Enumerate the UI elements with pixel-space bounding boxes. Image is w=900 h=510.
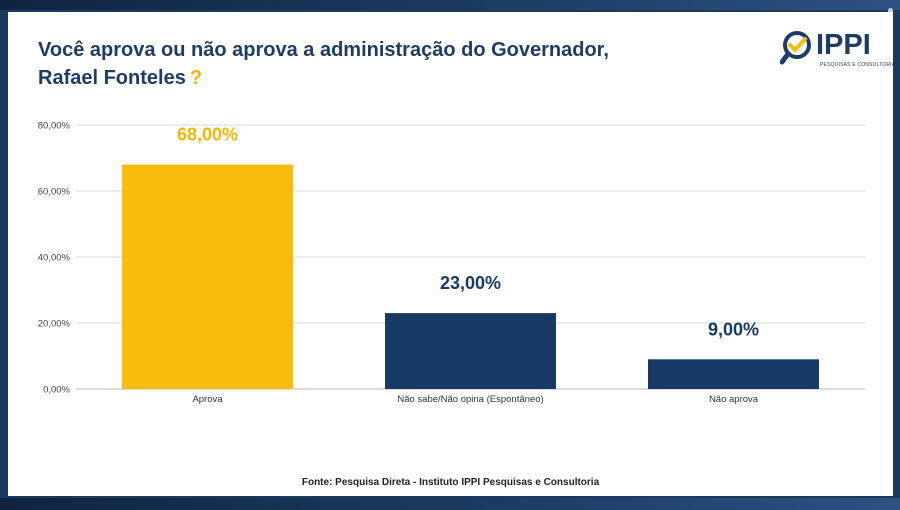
slide: Você aprova ou não aprova a administraçã… bbox=[8, 12, 896, 496]
title-line-2: Rafael Fonteles bbox=[38, 67, 186, 89]
title-line-1: Você aprova ou não aprova a administraçã… bbox=[38, 39, 609, 61]
x-axis-category-labels: Aprova Não sabe/Não opina (Espontâneo) Não… bbox=[192, 394, 758, 405]
y-tick-label: 0,00% bbox=[43, 385, 70, 396]
source-note: Fonte: Pesquisa Direta - Instituto IPPI … bbox=[301, 477, 600, 488]
logo-subtitle: PESQUISAS E CONSULTORIA bbox=[820, 62, 896, 68]
y-tick-label: 60,00% bbox=[38, 187, 71, 198]
logo-wordmark: IPPI bbox=[816, 29, 871, 61]
y-tick-label: 20,00% bbox=[38, 319, 71, 330]
bar-chart: 0,00% 20,00% 40,00% 60,00% 80,00% 68,00% 23,0… bbox=[38, 121, 865, 405]
data-label: 9,00% bbox=[708, 319, 759, 339]
data-label: 68,00% bbox=[177, 125, 238, 145]
data-label: 23,00% bbox=[440, 273, 501, 293]
bottom-border bbox=[0, 498, 900, 510]
x-category-label: Não aprova bbox=[709, 394, 759, 405]
y-tick-label: 80,00% bbox=[38, 121, 71, 132]
ippi-logo: IPPI PESQUISAS E CONSULTORIA bbox=[780, 28, 896, 74]
bar bbox=[385, 313, 556, 389]
magnifier-check-icon bbox=[780, 31, 811, 65]
x-category-label: Não sabe/Não opina (Espontâneo) bbox=[397, 394, 543, 405]
question-mark: ? bbox=[189, 67, 203, 89]
x-category-label: Aprova bbox=[192, 394, 223, 405]
bar bbox=[122, 164, 293, 389]
y-tick-label: 40,00% bbox=[38, 253, 71, 264]
bars bbox=[122, 164, 819, 389]
top-border bbox=[0, 0, 900, 10]
data-labels: 68,00% 23,00% 9,00% bbox=[177, 125, 759, 340]
bar bbox=[648, 359, 819, 389]
chart-title: Você aprova ou não aprova a administraçã… bbox=[38, 36, 718, 92]
y-axis-tick-labels: 0,00% 20,00% 40,00% 60,00% 80,00% bbox=[38, 121, 71, 396]
